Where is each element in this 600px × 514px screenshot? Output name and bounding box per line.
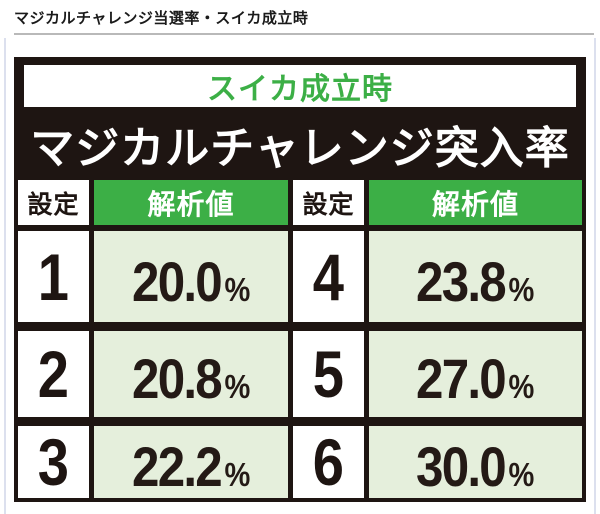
rate-value: 20.8% [132, 351, 250, 407]
setting-cell: 1 [18, 231, 89, 322]
setting-number: 3 [37, 425, 70, 499]
percent-sign: % [508, 456, 535, 493]
rate-number: 20.8 [131, 347, 223, 410]
rate-card: スイカ成立時 マジカルチャレンジ突入率 設定 解析値 設定 解析値 1 20.0… [14, 57, 586, 502]
rate-number: 23.8 [416, 249, 507, 313]
setting-cell: 4 [293, 231, 364, 322]
table-header-row: 設定 解析値 設定 解析値 [18, 180, 582, 225]
value-cell: 30.0% [369, 426, 582, 498]
setting-cell: 2 [18, 331, 89, 417]
rate-number: 22.2 [131, 435, 223, 498]
header-value-left: 解析値 [94, 180, 288, 225]
value-cell: 20.8% [94, 331, 288, 417]
setting-number: 2 [37, 337, 70, 411]
content-right-border [594, 38, 596, 514]
setting-number: 6 [312, 425, 345, 499]
percent-sign: % [224, 456, 251, 493]
percent-sign: % [508, 270, 535, 308]
rate-number: 27.0 [416, 347, 507, 410]
rate-number: 20.0 [131, 249, 223, 313]
setting-cell: 3 [18, 426, 89, 498]
setting-number: 1 [37, 239, 70, 314]
rate-value: 30.0% [416, 439, 534, 495]
content-left-border [4, 38, 6, 514]
value-cell: 22.2% [94, 426, 288, 498]
table-row: 1 20.0% 4 23.8% [18, 231, 582, 322]
table-row: 3 22.2% 6 30.0% [18, 426, 582, 498]
setting-number: 5 [312, 337, 345, 411]
rate-value: 22.2% [132, 439, 250, 495]
setting-cell: 5 [293, 331, 364, 417]
header-value-right: 解析値 [369, 180, 582, 225]
rate-number: 30.0 [416, 435, 507, 498]
percent-sign: % [224, 270, 251, 308]
settings-rate-table: 設定 解析値 設定 解析値 1 20.0% 4 23.8% [18, 180, 582, 498]
rate-value: 27.0% [416, 351, 534, 407]
condition-badge: スイカ成立時 [24, 65, 576, 107]
header-setting-left: 設定 [18, 180, 89, 225]
percent-sign: % [508, 368, 535, 405]
table-row: 2 20.8% 5 27.0% [18, 331, 582, 417]
value-cell: 23.8% [369, 231, 582, 322]
value-cell: 20.0% [94, 231, 288, 322]
rate-value: 20.0% [131, 249, 251, 313]
heading-divider [14, 33, 594, 35]
card-title: マジカルチャレンジ突入率 [30, 123, 570, 173]
page-title: マジカルチャレンジ当選率・スイカ成立時 [14, 10, 309, 27]
value-cell: 27.0% [369, 331, 582, 417]
percent-sign: % [224, 368, 251, 405]
setting-number: 4 [312, 239, 345, 314]
rate-value: 23.8% [416, 249, 535, 313]
condition-badge-label: スイカ成立時 [207, 73, 393, 106]
setting-cell: 6 [293, 426, 364, 498]
header-setting-right: 設定 [293, 180, 364, 225]
